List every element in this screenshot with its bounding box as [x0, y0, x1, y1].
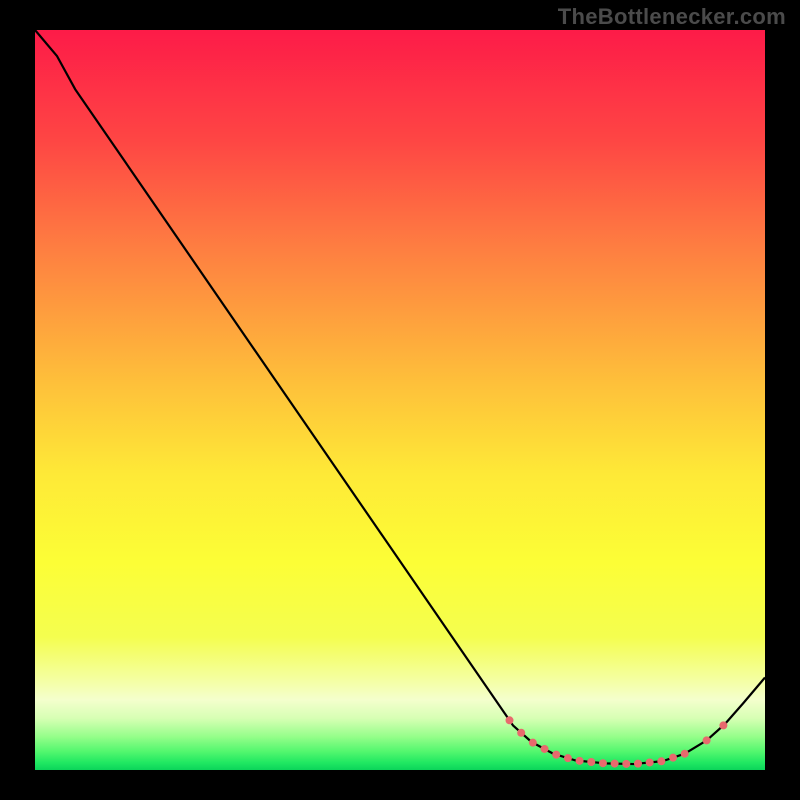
curve-dot [646, 758, 654, 766]
curve-dot [587, 758, 595, 766]
curve-dot [611, 760, 619, 768]
curve-dot [599, 759, 607, 767]
watermark-text: TheBottlenecker.com [558, 4, 786, 30]
gradient-background [35, 30, 765, 770]
chart-svg [35, 30, 765, 770]
curve-dot [529, 739, 537, 747]
curve-dot [669, 754, 677, 762]
curve-dot [552, 751, 560, 759]
curve-dot [564, 754, 572, 762]
curve-dot [517, 729, 525, 737]
curve-dot [622, 760, 630, 768]
curve-dot [657, 757, 665, 765]
curve-dot [541, 745, 549, 753]
curve-dot [681, 750, 689, 758]
plot-area [35, 30, 765, 770]
curve-dot [506, 716, 514, 724]
curve-dot [634, 760, 642, 768]
curve-dot [719, 721, 727, 729]
curve-dot [703, 736, 711, 744]
chart-frame: TheBottlenecker.com [0, 0, 800, 800]
curve-dot [576, 757, 584, 765]
